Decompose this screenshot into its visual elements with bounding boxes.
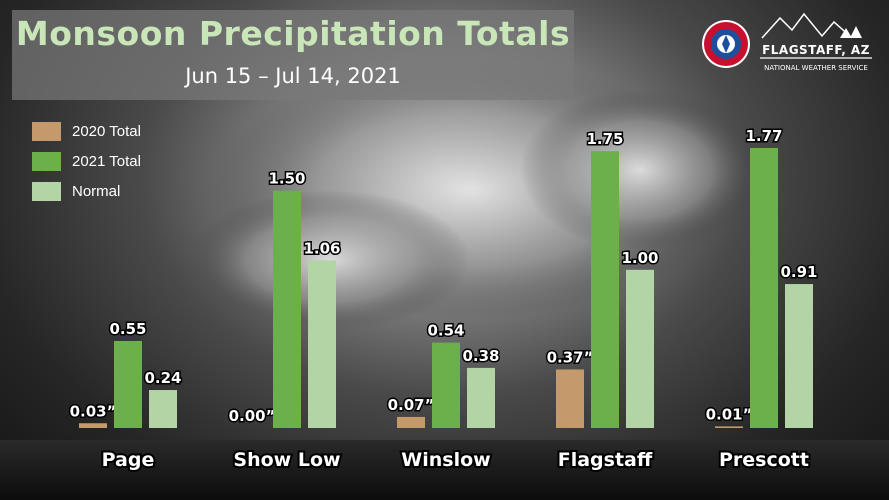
category-label-winslow: Winslow xyxy=(401,449,490,471)
value-label-prescott-2: 0.91 xyxy=(780,263,817,281)
legend-swatch-2020 xyxy=(32,121,61,141)
legend-item-normal: Normal xyxy=(32,176,141,206)
bar-prescott-1 xyxy=(750,148,778,428)
value-label-prescott-0: 0.01” xyxy=(706,405,753,423)
logo-graphics xyxy=(702,12,872,68)
legend: 2020 Total 2021 Total Normal xyxy=(32,116,141,206)
bar-plot: 0.03” 0.55 0.24 Page 0.00” 1.50 1.06 Show Low 0.… xyxy=(68,126,819,474)
category-label-prescott: Prescott xyxy=(719,449,809,471)
title-box: Monsoon Precipitation Totals Jun 15 – Ju… xyxy=(12,10,574,100)
bar-page-2 xyxy=(149,390,177,428)
value-label-flagstaff-0: 0.37” xyxy=(547,348,594,366)
storm-cloud-anvil xyxy=(520,90,760,250)
bar-show-low-1 xyxy=(273,190,301,428)
storm-cloud-lower xyxy=(190,190,470,330)
chart-title: Monsoon Precipitation Totals xyxy=(15,14,571,53)
legend-item-2021: 2021 Total xyxy=(32,146,141,176)
value-label-page-0: 0.03” xyxy=(70,402,117,420)
value-label-winslow-1: 0.54 xyxy=(427,322,464,340)
value-label-prescott-1: 1.77 xyxy=(745,127,782,145)
bar-winslow-0 xyxy=(397,416,425,428)
value-label-show-low-1: 1.50 xyxy=(268,170,305,188)
value-label-show-low-0: 0.00” xyxy=(229,407,276,425)
value-label-winslow-2: 0.38 xyxy=(462,347,499,365)
horizon-ground xyxy=(0,440,889,500)
bar-page-1 xyxy=(114,340,142,428)
value-label-page-1: 0.55 xyxy=(109,320,146,338)
bar-winslow-2 xyxy=(467,367,495,428)
legend-label-2020: 2020 Total xyxy=(72,122,141,140)
category-label-show-low: Show Low xyxy=(233,449,340,471)
legend-item-2020: 2020 Total xyxy=(32,116,141,146)
office-subtitle: NATIONAL WEATHER SERVICE xyxy=(764,64,868,72)
value-label-flagstaff-1: 1.75 xyxy=(586,130,623,148)
nws-logo-block: FLAGSTAFF, AZ NATIONAL WEATHER SERVICE xyxy=(700,8,880,76)
bar-flagstaff-0 xyxy=(556,369,584,428)
bar-show-low-2 xyxy=(308,260,336,428)
bar-prescott-2 xyxy=(785,284,813,428)
nws-seal-icon xyxy=(702,20,750,68)
value-label-winslow-0: 0.07” xyxy=(388,396,435,414)
bar-winslow-1 xyxy=(432,342,460,428)
office-name: FLAGSTAFF, AZ xyxy=(762,43,870,57)
bar-page-0 xyxy=(79,423,107,428)
bar-flagstaff-2 xyxy=(626,269,654,428)
chart-subtitle: Jun 15 – Jul 14, 2021 xyxy=(185,64,401,88)
category-label-flagstaff: Flagstaff xyxy=(558,449,653,471)
category-label-page: Page xyxy=(102,449,155,471)
value-label-page-2: 0.24 xyxy=(144,369,181,387)
legend-swatch-normal xyxy=(32,181,61,201)
bar-flagstaff-1 xyxy=(591,151,619,428)
legend-label-2021: 2021 Total xyxy=(72,152,141,170)
legend-swatch-2021 xyxy=(32,151,61,171)
legend-label-normal: Normal xyxy=(72,182,121,200)
value-label-flagstaff-2: 1.00 xyxy=(621,249,658,267)
bar-prescott-0 xyxy=(715,426,743,428)
mountains-icon xyxy=(760,12,872,59)
value-label-show-low-2: 1.06 xyxy=(303,239,340,257)
